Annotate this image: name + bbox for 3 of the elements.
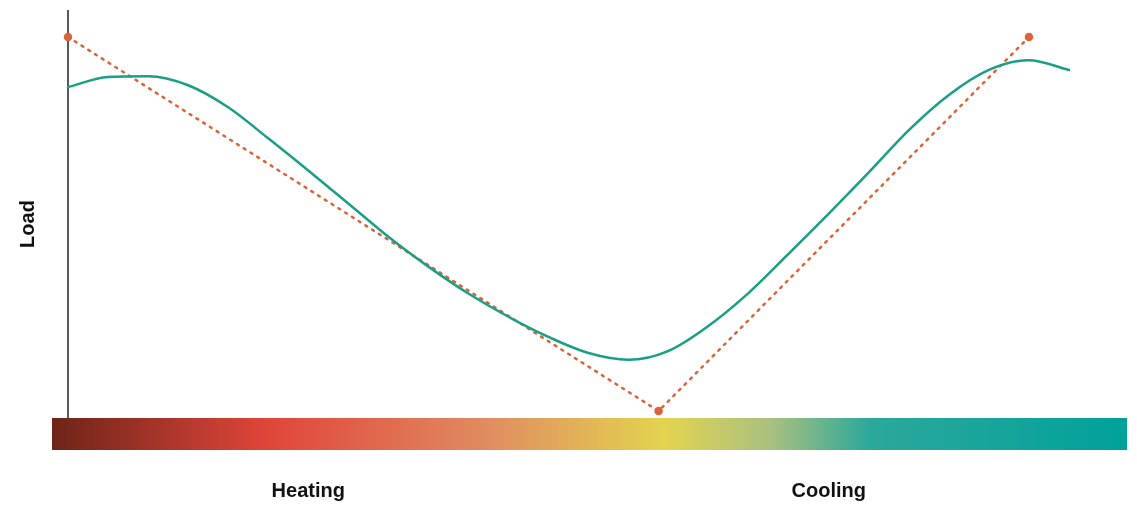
x-tick-label: Heating <box>271 478 345 501</box>
y-axis-title: Load <box>15 200 38 248</box>
x-tick-label: Cooling <box>791 478 866 501</box>
